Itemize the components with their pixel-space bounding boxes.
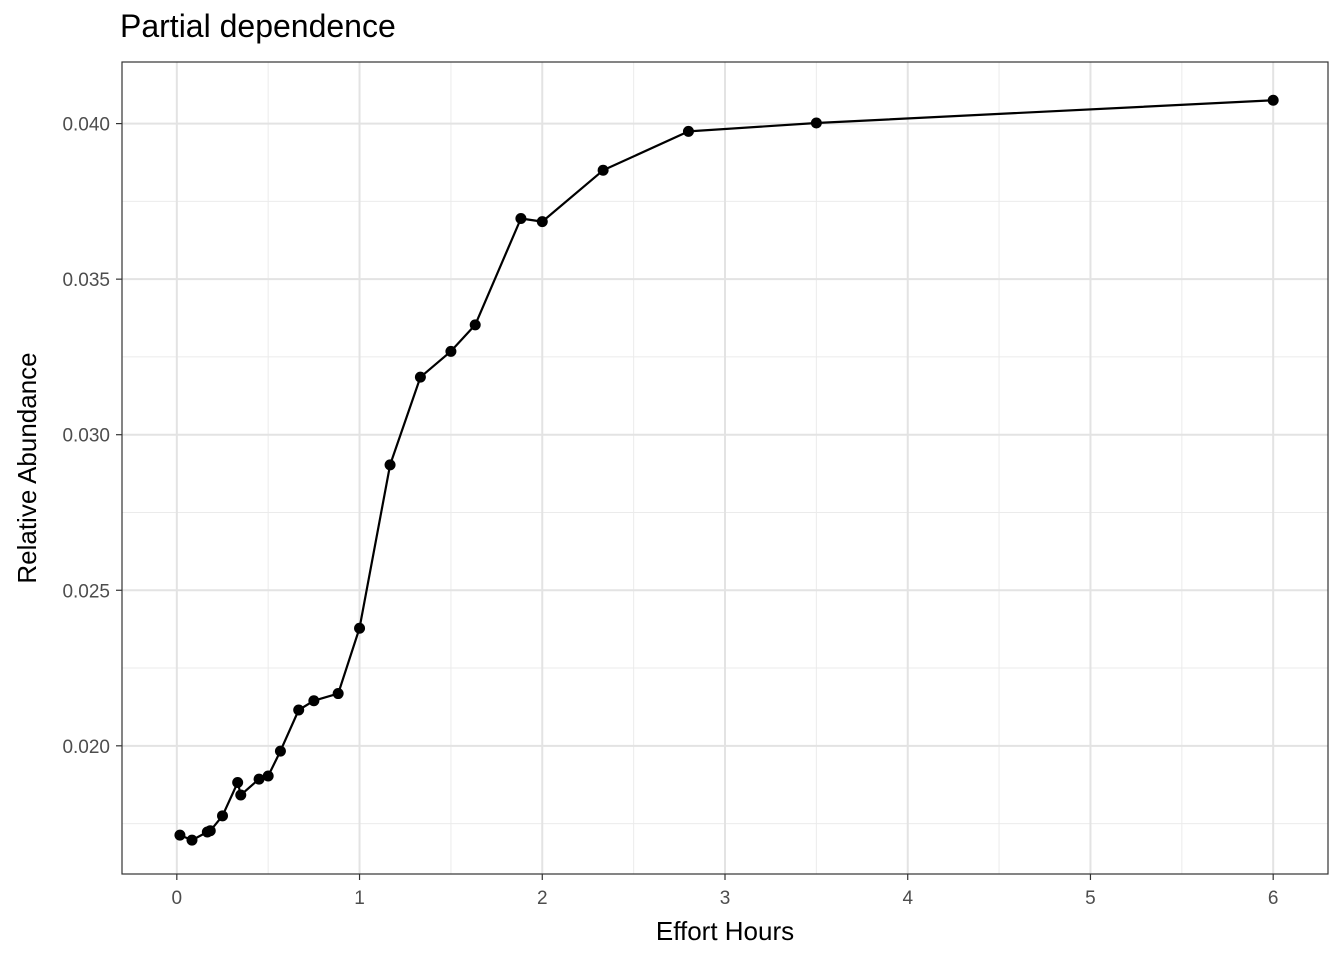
data-point	[204, 825, 216, 837]
y-axis-title: Relative Abundance	[12, 352, 42, 583]
data-point	[262, 770, 274, 782]
data-point	[1267, 94, 1279, 106]
y-tick-label: 0.025	[62, 581, 110, 602]
series	[174, 94, 1279, 846]
y-tick-label: 0.035	[62, 270, 110, 291]
data-point	[597, 164, 609, 176]
axes: 0 1 2 3 4 5 6 0.020 0.025 0.030 0.035 0.040	[62, 115, 1278, 909]
y-tick-label: 0.030	[62, 426, 110, 447]
x-tick-label: 3	[720, 888, 731, 909]
series-line	[179, 99, 1274, 842]
data-point	[186, 834, 198, 846]
chart-title: Partial dependence	[120, 8, 396, 44]
data-point	[445, 345, 457, 357]
grid	[122, 62, 1328, 874]
data-point	[515, 212, 527, 224]
data-point	[414, 371, 426, 383]
data-point	[235, 789, 247, 801]
data-point	[293, 704, 305, 716]
data-point	[810, 117, 822, 129]
data-point	[232, 777, 244, 789]
data-point	[308, 695, 320, 707]
data-point	[174, 829, 186, 841]
x-tick-label: 5	[1085, 888, 1096, 909]
data-point	[354, 622, 366, 634]
data-point	[217, 810, 228, 822]
y-tick-label: 0.020	[62, 737, 110, 758]
data-point	[384, 459, 396, 471]
x-tick-label: 1	[354, 888, 365, 909]
y-tick-label: 0.040	[62, 115, 110, 136]
data-point	[332, 688, 344, 700]
data-point	[682, 125, 694, 137]
data-point	[469, 319, 481, 331]
data-point	[253, 773, 265, 785]
x-tick-label: 0	[172, 888, 183, 909]
x-tick-label: 2	[537, 888, 548, 909]
data-point	[536, 216, 548, 228]
x-tick-label: 4	[902, 888, 913, 909]
x-tick-label: 6	[1268, 888, 1279, 909]
data-point	[274, 745, 286, 757]
x-axis-title: Effort Hours	[656, 916, 794, 946]
